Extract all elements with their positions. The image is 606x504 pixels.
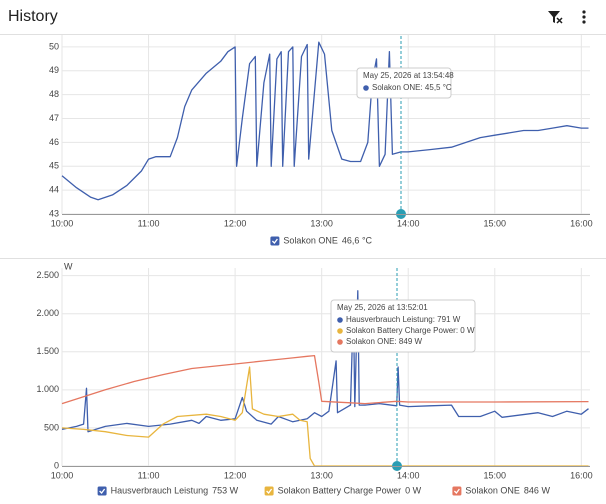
x-tick-label: 12:00	[224, 470, 247, 480]
y-axis-label: W	[64, 261, 73, 271]
legend-check	[453, 488, 460, 494]
x-tick-label: 14:00	[397, 218, 420, 228]
y-tick-label: 45	[49, 161, 59, 171]
legend-item[interactable]: Hausverbrauch Leistung 753 W	[97, 485, 239, 496]
x-tick-label: 16:00	[570, 470, 593, 480]
legend-value: 753 W	[212, 485, 239, 495]
legend-label: Solakon Battery Charge Power	[278, 485, 402, 495]
series-line	[61, 354, 589, 405]
legend-check	[271, 238, 278, 244]
x-tick-label: 16:00	[570, 218, 593, 228]
tooltip: May 25, 2026 at 13:52:01 Hausverbrauch Le…	[330, 299, 476, 353]
y-tick-label: 46	[49, 137, 59, 147]
legend-value: 846 W	[524, 485, 551, 495]
y-tick-label: 47	[49, 113, 59, 123]
x-tick-label: 15:00	[484, 470, 507, 480]
series-line	[61, 41, 589, 201]
x-tick-label: 10:00	[51, 470, 74, 480]
y-tick-label: 50	[49, 41, 59, 51]
legend-label: Solakon ONE	[465, 485, 520, 495]
tooltip-box	[356, 67, 452, 99]
series-line	[61, 290, 589, 433]
tooltip-box	[330, 299, 476, 353]
y-tick-label: 500	[44, 422, 59, 432]
legend-item[interactable]: Solakon Battery Charge Power 0 W	[264, 485, 422, 496]
y-tick-label: 2.000	[36, 308, 59, 318]
legend-check	[99, 488, 106, 494]
legend-value: 0 W	[405, 485, 422, 495]
y-tick-label: 44	[49, 185, 59, 195]
tooltip-line: Solakon Battery Charge Power: 0 W	[346, 326, 475, 335]
x-tick-label: 14:00	[397, 470, 420, 480]
y-tick-label: 2.500	[36, 270, 59, 280]
y-tick-label: 43	[49, 208, 59, 218]
legend-item[interactable]: Solakon ONE 846 W	[452, 485, 551, 496]
x-tick-label: 11:00	[138, 218, 160, 228]
x-tick-label: 12:00	[224, 218, 247, 228]
tooltip: May 25, 2026 at 13:54:48 Solakon ONE: 45,…	[356, 67, 454, 99]
tooltip-marker	[337, 339, 343, 345]
legend-swatch	[270, 236, 280, 246]
legend-check	[266, 488, 273, 494]
legend-swatch	[97, 486, 107, 496]
x-tick-label: 10:00	[51, 218, 74, 228]
tooltip-line: Hausverbrauch Leistung: 791 W	[346, 315, 461, 324]
y-tick-label: 49	[49, 65, 59, 75]
tooltip-title: May 25, 2026 at 13:54:48	[363, 71, 454, 80]
y-tick-label: 0	[54, 460, 59, 470]
menu-button[interactable]	[582, 10, 586, 24]
tooltip-marker	[363, 85, 369, 91]
legend-swatch	[264, 486, 274, 496]
tooltip-marker	[337, 328, 343, 334]
legend-swatch	[452, 486, 462, 496]
y-tick-label: 1.000	[36, 384, 59, 394]
top-bar	[0, 0, 606, 34]
page-title: History	[8, 8, 58, 25]
tooltip-line: Solakon ONE: 849 W	[346, 337, 422, 346]
tooltip-line: Solakon ONE: 45,5 °C	[372, 83, 452, 92]
x-tick-label: 15:00	[484, 218, 507, 228]
y-tick-label: 1.500	[36, 346, 59, 356]
legend-item[interactable]: Solakon ONE 46,6 °C	[270, 235, 373, 246]
y-tick-label: 48	[49, 89, 59, 99]
legend-label: Solakon ONE	[283, 235, 338, 245]
x-tick-label: 11:00	[138, 470, 160, 480]
legend-value: 46,6 °C	[342, 235, 373, 245]
tooltip-marker	[337, 317, 343, 323]
x-tick-label: 13:00	[310, 470, 333, 480]
filter-button[interactable]	[548, 11, 563, 24]
tooltip-title: May 25, 2026 at 13:52:01	[337, 303, 428, 312]
x-tick-label: 13:00	[310, 218, 333, 228]
legend-label: Hausverbrauch Leistung	[111, 485, 209, 495]
